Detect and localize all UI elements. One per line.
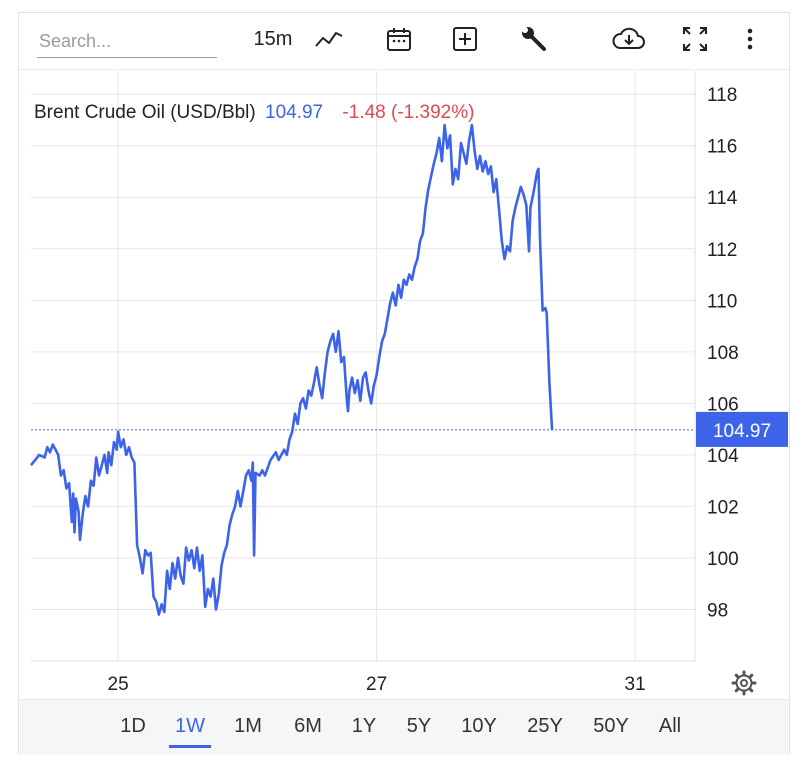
y-tick-label: 106 (707, 394, 739, 415)
fullscreen-icon[interactable] (677, 22, 713, 56)
calendar-icon[interactable] (381, 22, 417, 56)
interval-label: 15m (253, 27, 293, 50)
more-vertical-icon[interactable] (737, 22, 763, 56)
toolbar: 15m (19, 13, 789, 70)
range-button-5y[interactable]: 5Y (406, 714, 432, 737)
range-button-all[interactable]: All (658, 714, 682, 737)
line-chart-icon[interactable] (311, 22, 347, 56)
range-button-50y[interactable]: 50Y (593, 714, 629, 737)
y-tick-label: 100 (707, 549, 739, 570)
x-tick-label: 27 (366, 674, 387, 695)
price-header: Brent Crude Oil (USD/Bbl) 104.97 -1.48 (… (34, 102, 474, 124)
last-price: 104.97 (265, 102, 324, 123)
x-tick-label: 31 (625, 674, 646, 695)
y-tick-label: 102 (707, 497, 739, 518)
y-tick-label: 118 (707, 85, 737, 106)
price-change: -1.48 (-1.392%) (342, 102, 475, 123)
x-tick-label: 25 (108, 674, 129, 695)
interval-selector[interactable]: 15m (245, 22, 301, 56)
range-button-1w[interactable]: 1W (169, 704, 211, 748)
cloud-download-icon[interactable] (609, 22, 649, 56)
range-button-6m[interactable]: 6M (294, 714, 322, 737)
wrench-icon[interactable] (516, 22, 552, 56)
y-tick-label: 114 (707, 188, 738, 209)
range-button-1m[interactable]: 1M (234, 714, 262, 737)
y-tick-label: 110 (707, 291, 737, 312)
y-tick-label: 104 (707, 446, 739, 467)
range-button-10y[interactable]: 10Y (461, 714, 497, 737)
y-tick-label: 116 (707, 137, 737, 158)
range-button-1d[interactable]: 1D (120, 714, 146, 737)
price-series-line (29, 123, 554, 616)
add-indicator-icon[interactable] (447, 22, 483, 56)
range-button-25y[interactable]: 25Y (527, 714, 563, 737)
range-button-1y[interactable]: 1Y (351, 714, 377, 737)
range-selector: 1D 1W 1M 6M 1Y 5Y 10Y 25Y 50Y All (19, 699, 789, 754)
gear-icon[interactable] (730, 669, 758, 697)
chart-widget: 15m (18, 12, 790, 754)
y-tick-label: 98 (707, 600, 728, 621)
search-input[interactable] (37, 27, 217, 58)
last-price-badge (696, 411, 788, 447)
symbol-name: Brent Crude Oil (USD/Bbl) (34, 102, 256, 123)
last-price-badge-label: 104.97 (713, 421, 771, 442)
y-tick-label: 108 (707, 343, 739, 364)
y-tick-label: 112 (707, 240, 737, 261)
price-chart[interactable]: 98 100 102 104 106 108 110 112 114 116 118 25 27 31 10… (19, 13, 789, 697)
